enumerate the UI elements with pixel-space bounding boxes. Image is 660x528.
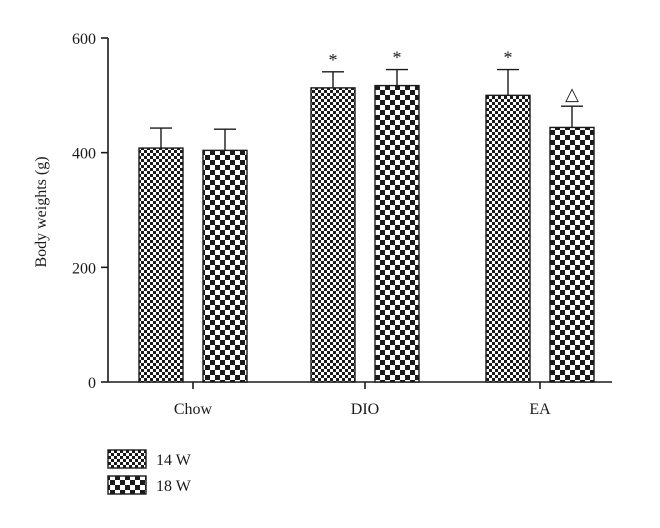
y-tick-label: 400 — [72, 146, 96, 163]
bars: * * * △ — [138, 48, 595, 383]
y-tick-label: 200 — [72, 260, 96, 277]
y-tick-label: 600 — [72, 31, 96, 48]
legend-label: 14 W — [156, 452, 192, 469]
bar — [202, 149, 248, 383]
y-tick-label: 0 — [88, 375, 96, 392]
bar — [310, 87, 356, 383]
bar — [138, 147, 184, 383]
significance-mark: * — [329, 50, 338, 70]
y-axis: 0 200 400 600 — [72, 31, 109, 392]
bar — [549, 126, 595, 383]
legend-swatch — [107, 475, 147, 495]
legend: 14 W 18 W — [107, 449, 192, 495]
x-tick-label: EA — [529, 401, 551, 418]
legend-swatch — [107, 449, 147, 469]
y-axis-label: Body weights (g) — [33, 156, 50, 267]
x-tick-label: Chow — [174, 401, 213, 418]
significance-mark: * — [393, 48, 402, 68]
bar — [374, 84, 420, 383]
x-tick-label: DIO — [351, 401, 379, 418]
significance-mark: * — [504, 48, 513, 68]
legend-label: 18 W — [156, 478, 192, 495]
x-axis: Chow DIO EA — [108, 381, 612, 418]
bar — [485, 94, 531, 383]
significance-mark: △ — [565, 84, 579, 104]
